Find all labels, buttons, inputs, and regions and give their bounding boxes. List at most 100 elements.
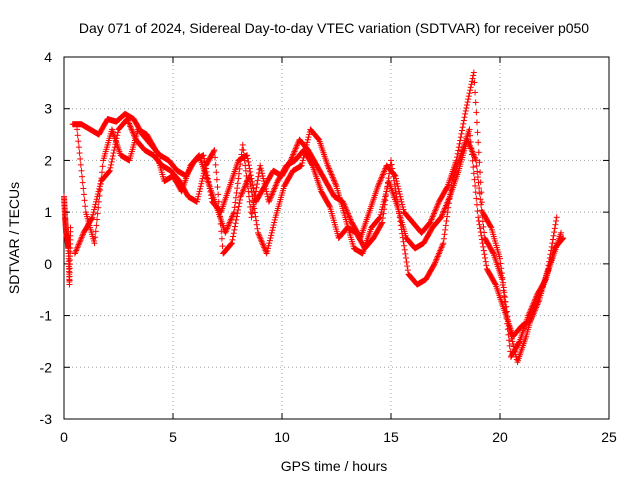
data-point — [258, 238, 265, 245]
data-point — [475, 149, 482, 156]
data-point — [246, 165, 253, 172]
data-point — [427, 219, 434, 226]
data-point — [244, 155, 251, 162]
data-point — [226, 219, 233, 226]
data-point — [258, 237, 265, 244]
data-point — [530, 299, 537, 306]
data-point — [327, 169, 334, 176]
data-point — [240, 187, 247, 194]
data-point — [478, 236, 485, 243]
data-point — [475, 218, 482, 225]
data-point — [268, 192, 275, 199]
data-point — [264, 247, 271, 254]
data-point — [531, 297, 538, 304]
data-point — [91, 203, 98, 210]
data-point — [74, 126, 81, 133]
data-point — [89, 211, 96, 218]
data-point — [435, 251, 442, 258]
data-point — [125, 119, 132, 126]
data-point — [272, 184, 279, 191]
data-point — [468, 151, 475, 158]
data-point — [213, 169, 220, 176]
data-point — [392, 189, 399, 196]
data-point — [529, 303, 536, 310]
data-point — [528, 314, 535, 321]
data-point — [95, 198, 102, 205]
data-point — [465, 96, 472, 103]
data-point — [553, 214, 560, 221]
data-point — [461, 114, 468, 121]
data-point — [222, 229, 229, 236]
data-point — [399, 234, 406, 241]
data-point — [331, 178, 338, 185]
data-point — [398, 226, 405, 233]
data-point — [266, 237, 273, 244]
data-point — [438, 212, 445, 219]
data-point — [212, 161, 219, 168]
data-point — [198, 178, 205, 185]
data-point — [400, 238, 407, 245]
data-point — [499, 276, 506, 283]
data-point — [529, 302, 536, 309]
data-point — [483, 262, 490, 269]
data-point — [467, 132, 474, 139]
data-point — [381, 168, 388, 175]
data-point — [470, 72, 477, 79]
data-point — [348, 218, 355, 225]
data-point — [476, 159, 483, 166]
data-point — [330, 175, 337, 182]
data-point — [441, 206, 448, 213]
data-point — [246, 177, 253, 184]
data-point — [239, 189, 246, 196]
data-point — [265, 198, 272, 205]
data-point — [228, 240, 235, 247]
data-point — [234, 185, 241, 192]
data-point — [196, 188, 203, 195]
data-point — [558, 229, 565, 236]
data-point — [261, 244, 268, 251]
data-point — [270, 222, 277, 229]
data-point — [331, 177, 338, 184]
data-point — [551, 225, 558, 232]
data-point — [245, 158, 252, 165]
data-point — [229, 236, 236, 243]
data-point — [436, 249, 443, 256]
data-point — [438, 244, 445, 251]
data-point — [477, 225, 484, 232]
data-point — [94, 210, 101, 217]
data-point — [473, 162, 480, 169]
data-point — [440, 235, 447, 242]
data-point — [435, 250, 442, 257]
data-point — [481, 251, 488, 258]
data-point — [78, 234, 85, 241]
data-point — [223, 226, 230, 233]
data-point — [106, 168, 113, 175]
data-point — [82, 203, 89, 210]
data-point — [532, 305, 539, 312]
data-point — [478, 207, 485, 214]
data-point — [79, 231, 86, 238]
data-point — [378, 175, 385, 182]
data-point — [252, 192, 259, 199]
y-tick-label: 4 — [44, 49, 52, 65]
data-point — [74, 244, 81, 251]
data-point — [552, 221, 559, 228]
data-point — [394, 202, 401, 209]
data-point — [477, 196, 484, 203]
data-point — [72, 249, 79, 256]
data-point — [314, 135, 321, 142]
data-point — [559, 235, 566, 242]
data-point — [329, 172, 336, 179]
data-point — [229, 213, 236, 220]
data-point — [253, 217, 260, 224]
data-point — [471, 79, 478, 86]
data-point — [195, 191, 202, 198]
data-point — [270, 186, 277, 193]
y-tick-label: 3 — [44, 101, 52, 117]
data-point — [257, 235, 264, 242]
data-point — [293, 144, 300, 151]
data-point — [527, 308, 534, 315]
data-point — [391, 177, 398, 184]
data-point — [399, 201, 406, 208]
data-point — [214, 184, 221, 191]
